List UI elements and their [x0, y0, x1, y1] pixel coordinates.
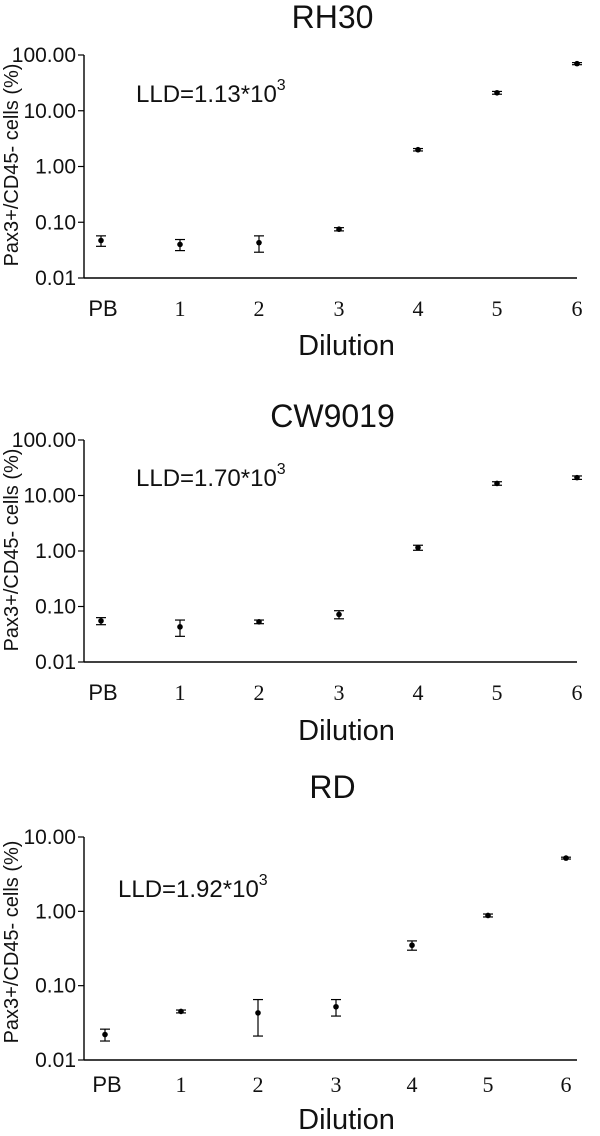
y-tick-label: 1.00: [35, 156, 76, 179]
lld-annotation: LLD=1.13*103: [136, 77, 286, 108]
data-point: [177, 241, 183, 248]
data-point-group: [331, 998, 341, 1017]
data-point: [336, 611, 342, 618]
x-axis-label: Dilution: [298, 330, 395, 362]
data-point-group: [334, 610, 344, 620]
data-point-group: [483, 912, 493, 919]
data-point: [102, 1031, 108, 1038]
chart-title: RH30: [292, 0, 374, 35]
data-point: [563, 855, 569, 861]
lld-annotation-base: LLD=1.13*10: [136, 81, 277, 108]
lld-annotation-base: LLD=1.92*10: [118, 876, 259, 903]
x-axis-label: Dilution: [298, 715, 395, 747]
y-tick-label: 1.00: [35, 900, 76, 923]
x-axis-label: Dilution: [298, 1104, 395, 1136]
x-tick-label: 6: [561, 1072, 572, 1097]
data-point: [98, 618, 104, 624]
y-tick-label: 0.10: [35, 596, 76, 619]
data-point-group: [175, 619, 185, 637]
x-tick-label: 2: [253, 1072, 264, 1097]
lld-annotation-exponent: 3: [259, 872, 268, 889]
data-point: [98, 237, 104, 244]
data-point: [494, 480, 500, 487]
y-tick-label: 10.00: [23, 485, 76, 508]
data-point-group: [407, 940, 417, 951]
data-point: [255, 1010, 261, 1016]
x-tick-label: 4: [413, 680, 424, 705]
data-point: [574, 474, 580, 481]
data-point-group: [492, 480, 502, 487]
data-point-group: [176, 1008, 186, 1015]
x-tick-label: 3: [334, 680, 345, 705]
y-axis-label: Pax3+/CD45- cells (%): [1, 64, 23, 267]
x-tick-label: 2: [254, 296, 265, 321]
data-point: [256, 239, 262, 246]
data-point-group: [254, 619, 264, 625]
x-tick-label: 5: [483, 1072, 494, 1097]
data-point-group: [100, 1028, 110, 1042]
x-tick-label: PB: [88, 680, 117, 705]
x-tick-label: 1: [175, 680, 186, 705]
data-point-group: [334, 226, 344, 233]
lld-annotation: LLD=1.92*103: [118, 872, 268, 903]
x-tick-label: 3: [331, 1072, 342, 1097]
y-tick-label: 10.00: [23, 826, 76, 849]
data-point: [494, 89, 500, 96]
chart-title: RD: [309, 769, 355, 805]
y-tick-label: 0.01: [35, 651, 76, 674]
y-axis-label: Pax3+/CD45- cells (%): [1, 841, 23, 1044]
y-tick-label: 100.00: [12, 44, 76, 67]
data-point: [177, 624, 183, 630]
data-point: [574, 60, 580, 67]
x-tick-label: 5: [492, 296, 503, 321]
y-tick-label: 0.01: [35, 267, 76, 290]
data-point: [485, 912, 491, 919]
x-tick-label: 1: [176, 1072, 187, 1097]
y-tick-label: 100.00: [12, 429, 76, 452]
chart-panel-cw9019: CW9019 0.01 0.10 1.00 10.00 100.00Pax3+/CD45-…: [1, 398, 583, 747]
chart-title: CW9019: [270, 398, 395, 434]
y-tick-label: 0.01: [35, 1049, 76, 1072]
x-tick-label: 6: [572, 680, 583, 705]
data-point-group: [492, 89, 502, 96]
lld-annotation-exponent: 3: [277, 461, 286, 478]
x-tick-label: 4: [413, 296, 424, 321]
y-tick-label: 0.10: [35, 211, 76, 234]
data-point-group: [413, 544, 423, 551]
x-tick-label: PB: [92, 1072, 121, 1097]
lld-annotation: LLD=1.70*103: [136, 461, 286, 492]
data-point: [409, 942, 415, 949]
lld-annotation-exponent: 3: [277, 77, 286, 94]
y-axis-label: Pax3+/CD45- cells (%): [1, 449, 23, 652]
data-point-group: [572, 474, 582, 481]
x-tick-label: PB: [88, 296, 117, 321]
x-tick-label: 6: [572, 296, 583, 321]
data-point-group: [175, 238, 185, 252]
x-tick-label: 2: [254, 680, 265, 705]
data-point-group: [561, 855, 571, 861]
y-tick-label: 1.00: [35, 540, 76, 563]
x-tick-label: 4: [407, 1072, 418, 1097]
data-point: [415, 146, 421, 153]
data-point-group: [572, 60, 582, 67]
x-tick-label: 1: [175, 296, 186, 321]
data-point-group: [96, 235, 106, 247]
y-tick-label: 0.10: [35, 975, 76, 998]
data-point: [415, 544, 421, 551]
data-point: [336, 226, 342, 233]
data-point-group: [96, 617, 106, 626]
y-tick-label: 10.00: [23, 100, 76, 123]
data-point: [256, 619, 262, 625]
data-point: [333, 1003, 339, 1010]
data-point: [178, 1008, 184, 1015]
data-point-group: [413, 146, 423, 153]
data-point-group: [253, 998, 263, 1037]
data-point-group: [254, 235, 264, 253]
x-tick-label: 3: [334, 296, 345, 321]
lld-annotation-base: LLD=1.70*10: [136, 465, 277, 492]
x-tick-label: 5: [492, 680, 503, 705]
